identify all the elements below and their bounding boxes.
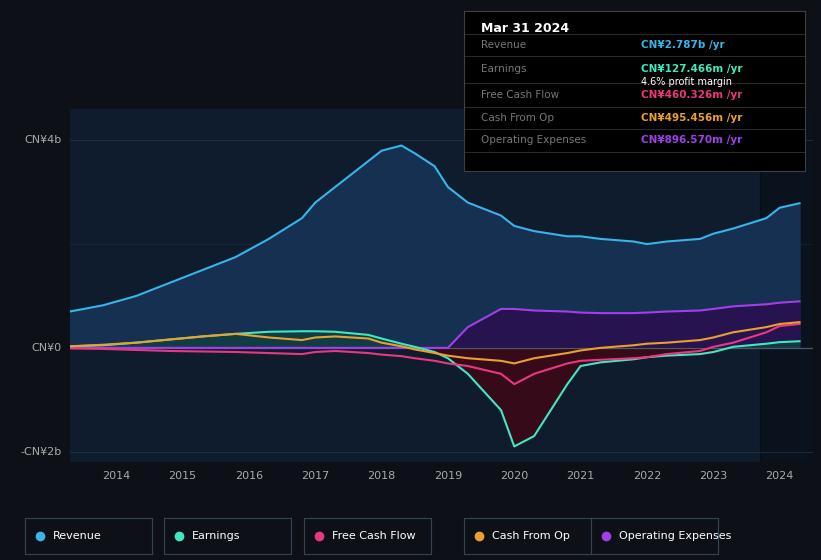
Text: Earnings: Earnings — [481, 64, 526, 74]
Text: CN¥0: CN¥0 — [32, 343, 62, 353]
Bar — [759, 109, 813, 462]
Text: CN¥896.570m /yr: CN¥896.570m /yr — [641, 136, 742, 146]
Text: 2023: 2023 — [699, 472, 727, 482]
Text: Free Cash Flow: Free Cash Flow — [332, 531, 415, 541]
Text: Cash From Op: Cash From Op — [481, 113, 554, 123]
Text: 2015: 2015 — [168, 472, 196, 482]
Text: 2022: 2022 — [633, 472, 661, 482]
Text: CN¥495.456m /yr: CN¥495.456m /yr — [641, 113, 742, 123]
Text: Revenue: Revenue — [53, 531, 101, 541]
Text: 2016: 2016 — [235, 472, 263, 482]
Text: 2018: 2018 — [368, 472, 396, 482]
Text: 2014: 2014 — [102, 472, 131, 482]
Text: CN¥4b: CN¥4b — [25, 136, 62, 146]
Text: 2024: 2024 — [765, 472, 794, 482]
Text: CN¥2.787b /yr: CN¥2.787b /yr — [641, 40, 725, 50]
Text: 2021: 2021 — [566, 472, 594, 482]
Text: CN¥460.326m /yr: CN¥460.326m /yr — [641, 90, 742, 100]
Text: Mar 31 2024: Mar 31 2024 — [481, 22, 569, 35]
Text: Cash From Op: Cash From Op — [492, 531, 570, 541]
Text: Operating Expenses: Operating Expenses — [481, 136, 586, 146]
Text: 2019: 2019 — [433, 472, 462, 482]
Text: 4.6% profit margin: 4.6% profit margin — [641, 77, 732, 87]
Text: Free Cash Flow: Free Cash Flow — [481, 90, 559, 100]
Text: CN¥127.466m /yr: CN¥127.466m /yr — [641, 64, 742, 74]
Text: Operating Expenses: Operating Expenses — [619, 531, 732, 541]
Text: -CN¥2b: -CN¥2b — [21, 447, 62, 456]
Text: 2017: 2017 — [301, 472, 329, 482]
Text: Earnings: Earnings — [192, 531, 241, 541]
Text: Revenue: Revenue — [481, 40, 526, 50]
Text: 2020: 2020 — [500, 472, 529, 482]
